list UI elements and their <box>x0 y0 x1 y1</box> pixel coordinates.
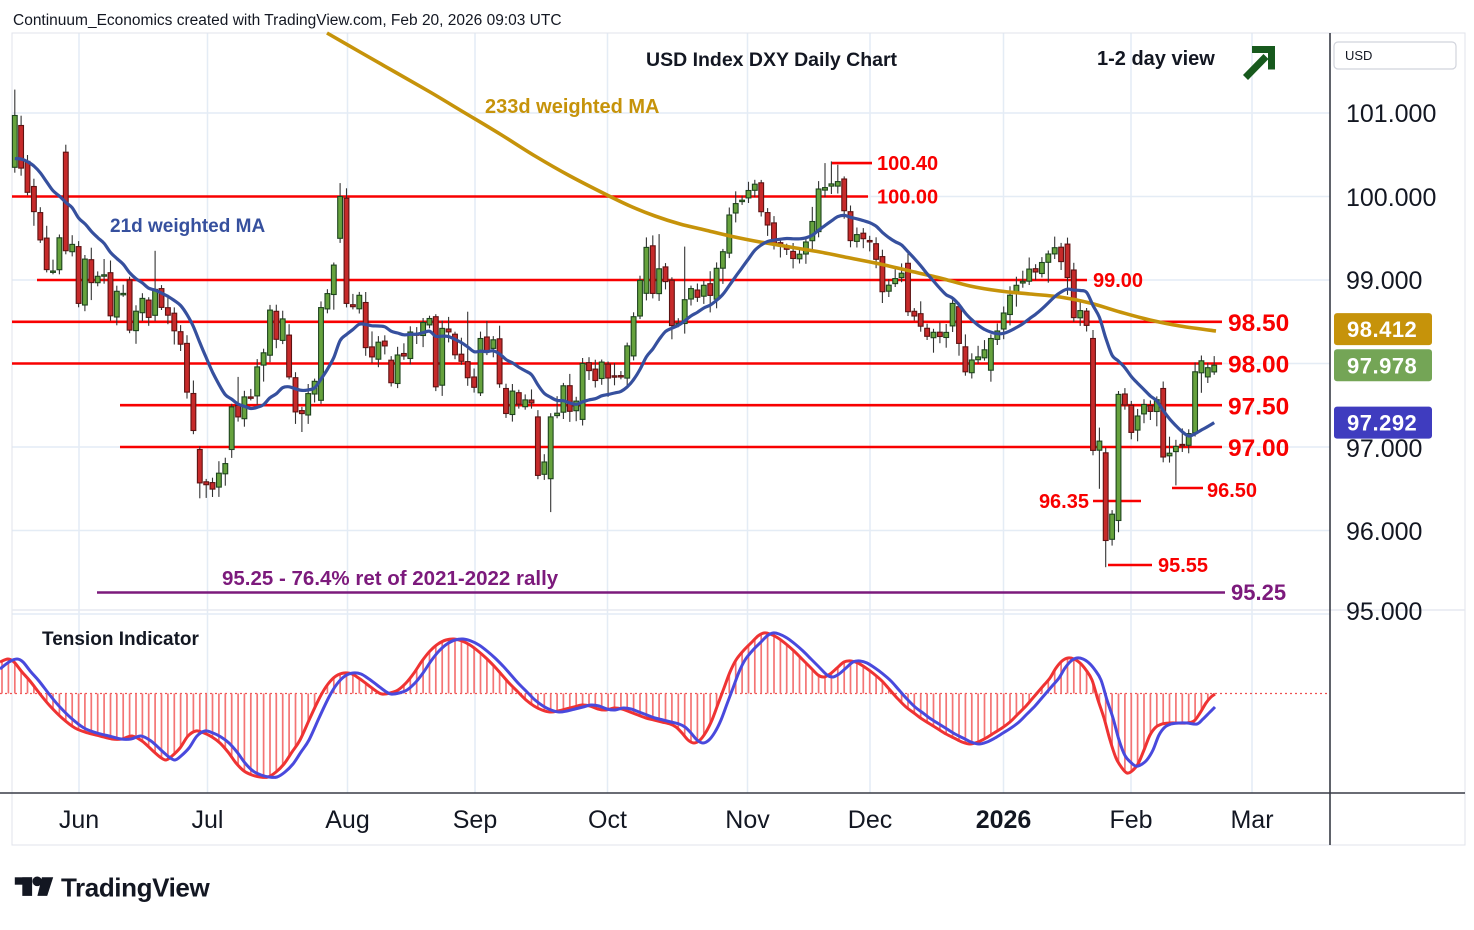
svg-text:98.50: 98.50 <box>1228 310 1289 337</box>
svg-text:95.25 - 76.4% ret of 2021-2022: 95.25 - 76.4% ret of 2021-2022 rally <box>222 567 559 590</box>
svg-text:1-2 day view: 1-2 day view <box>1097 48 1215 70</box>
svg-text:Mar: Mar <box>1230 806 1273 834</box>
svg-text:Nov: Nov <box>725 806 770 834</box>
svg-text:Jul: Jul <box>192 806 224 834</box>
svg-text:100.000: 100.000 <box>1346 184 1436 212</box>
svg-text:TradingView: TradingView <box>61 873 210 903</box>
svg-text:97.978: 97.978 <box>1347 353 1417 378</box>
svg-text:96.000: 96.000 <box>1346 518 1422 546</box>
svg-text:Feb: Feb <box>1109 806 1152 834</box>
svg-text:98.412: 98.412 <box>1347 317 1417 342</box>
svg-text:Dec: Dec <box>848 806 892 834</box>
svg-text:Jun: Jun <box>59 806 99 834</box>
svg-text:21d weighted MA: 21d weighted MA <box>110 216 265 237</box>
svg-text:98.00: 98.00 <box>1228 352 1289 379</box>
svg-text:100.40: 100.40 <box>877 153 938 175</box>
svg-text:100.00: 100.00 <box>877 187 938 209</box>
svg-text:233d weighted MA: 233d weighted MA <box>485 96 659 118</box>
svg-text:USD Index DXY Daily Chart: USD Index DXY Daily Chart <box>646 49 898 71</box>
svg-text:97.000: 97.000 <box>1346 435 1422 463</box>
svg-text:Continuum_Economics created wi: Continuum_Economics created with Trading… <box>13 12 562 29</box>
svg-text:Aug: Aug <box>325 806 369 834</box>
svg-text:96.35: 96.35 <box>1039 491 1089 513</box>
svg-text:99.000: 99.000 <box>1346 267 1422 295</box>
svg-text:USD: USD <box>1345 48 1372 63</box>
svg-text:Tension Indicator: Tension Indicator <box>42 629 200 650</box>
svg-text:95.25: 95.25 <box>1231 580 1286 605</box>
svg-text:97.00: 97.00 <box>1228 435 1289 462</box>
svg-text:97.292: 97.292 <box>1347 411 1417 436</box>
svg-text:Oct: Oct <box>588 806 627 834</box>
svg-text:99.00: 99.00 <box>1093 270 1143 292</box>
svg-text:2026: 2026 <box>976 806 1032 834</box>
svg-text:101.000: 101.000 <box>1346 100 1436 128</box>
svg-text:95.000: 95.000 <box>1346 598 1422 626</box>
svg-text:96.50: 96.50 <box>1207 480 1257 502</box>
svg-text:97.50: 97.50 <box>1228 393 1289 420</box>
svg-text:95.55: 95.55 <box>1158 555 1208 577</box>
svg-text:Sep: Sep <box>453 806 497 834</box>
